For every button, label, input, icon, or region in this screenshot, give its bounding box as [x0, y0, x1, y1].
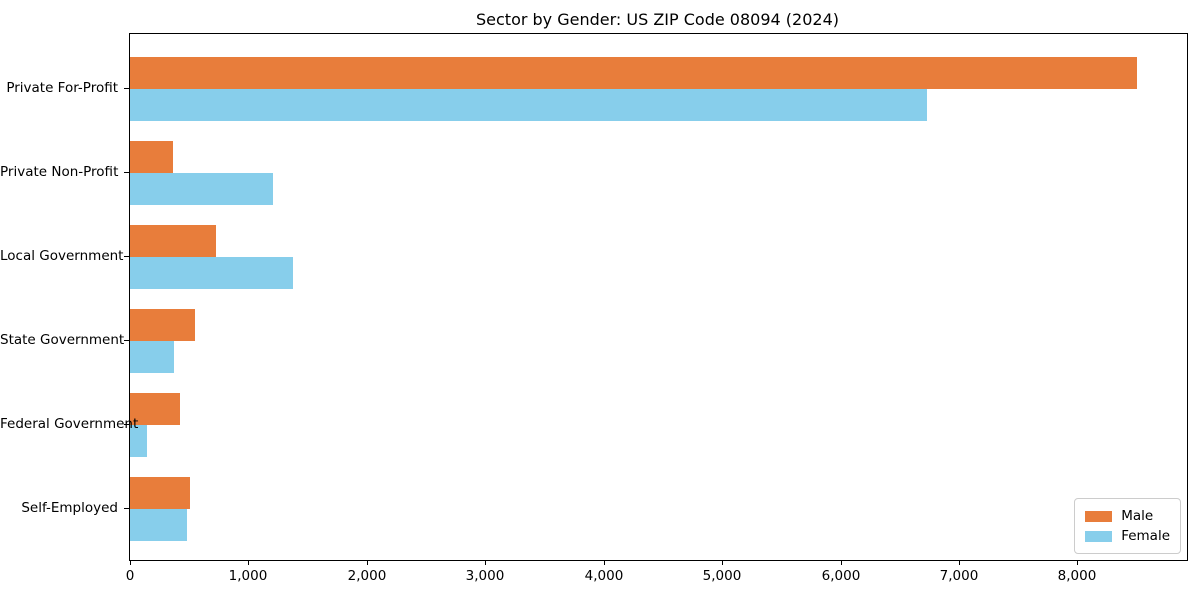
- x-tick-label: 7,000: [939, 568, 979, 584]
- y-tick-mark: [124, 172, 129, 173]
- x-tick-mark: [959, 560, 960, 565]
- legend-label: Female: [1121, 528, 1170, 544]
- y-tick-mark: [124, 256, 129, 257]
- bar-female-2: [130, 257, 293, 289]
- x-tick-mark: [604, 560, 605, 565]
- x-tick-label: 1,000: [228, 568, 268, 584]
- x-tick-mark: [841, 560, 842, 565]
- bar-male-5: [130, 477, 190, 509]
- bar-male-2: [130, 225, 216, 257]
- y-tick-mark: [124, 424, 129, 425]
- legend-label: Male: [1121, 508, 1154, 524]
- bar-male-3: [130, 309, 195, 341]
- plot-area: Male Female: [129, 33, 1188, 561]
- y-tick-label: Private Non-Profit: [0, 164, 119, 180]
- y-tick-mark: [124, 340, 129, 341]
- x-tick-mark: [367, 560, 368, 565]
- bar-female-1: [130, 173, 273, 205]
- x-tick-label: 3,000: [465, 568, 505, 584]
- x-tick-label: 6,000: [821, 568, 861, 584]
- y-tick-label: Federal Government: [0, 416, 139, 432]
- bar-male-1: [130, 141, 173, 173]
- legend-entry-female: Female: [1085, 526, 1170, 546]
- y-tick-label: Local Government: [0, 248, 124, 264]
- x-tick-mark: [130, 560, 131, 565]
- legend-swatch-female: [1085, 530, 1113, 542]
- y-tick-label: Private For-Profit: [6, 80, 118, 96]
- legend-swatch-male: [1085, 510, 1113, 522]
- bar-male-4: [130, 393, 180, 425]
- x-tick-mark: [248, 560, 249, 565]
- x-tick-label: 5,000: [702, 568, 742, 584]
- legend-entry-male: Male: [1085, 506, 1170, 526]
- bar-male-0: [130, 57, 1137, 89]
- y-tick-mark: [124, 88, 129, 89]
- bar-female-0: [130, 89, 927, 121]
- x-tick-label: 4,000: [584, 568, 624, 584]
- x-tick-mark: [722, 560, 723, 565]
- x-tick-label: 2,000: [347, 568, 387, 584]
- chart-title: Sector by Gender: US ZIP Code 08094 (202…: [476, 10, 839, 29]
- y-tick-mark: [124, 508, 129, 509]
- x-tick-label: 0: [125, 568, 135, 584]
- y-tick-label: State Government: [0, 332, 125, 348]
- y-tick-label: Self-Employed: [21, 500, 118, 516]
- bar-female-4: [130, 425, 147, 457]
- bar-female-5: [130, 509, 187, 541]
- x-tick-mark: [1077, 560, 1078, 565]
- x-tick-mark: [485, 560, 486, 565]
- x-tick-label: 8,000: [1057, 568, 1097, 584]
- legend: Male Female: [1074, 498, 1181, 554]
- bar-female-3: [130, 341, 174, 373]
